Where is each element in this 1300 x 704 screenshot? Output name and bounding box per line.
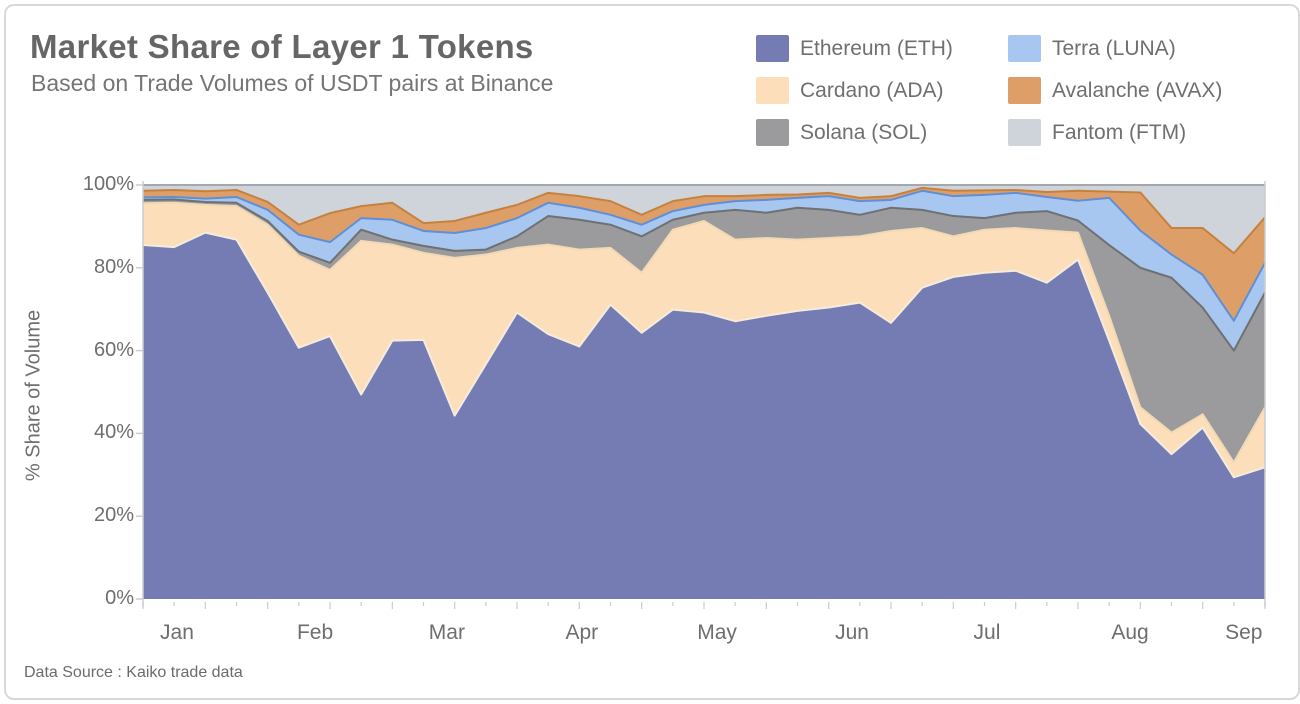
legend-label: Fantom (FTM) <box>1052 120 1187 144</box>
legend-swatch <box>756 35 789 62</box>
legend-item-terra: Terra (LUNA) <box>1008 34 1222 63</box>
y-tick-label: 100% <box>82 173 134 195</box>
page-title: Market Share of Layer 1 Tokens <box>30 28 534 65</box>
x-tick-label-jul: Jul <box>973 621 1001 644</box>
legend-item-avalanche: Avalanche (AVAX) <box>1008 76 1222 105</box>
legend-swatch <box>756 77 789 104</box>
legend-swatch <box>1008 35 1041 62</box>
area-terra <box>143 190 1265 351</box>
edge-terra <box>142 189 1266 322</box>
chart-card: Market Share of Layer 1 Tokens Based on … <box>4 4 1300 700</box>
area-ethereum <box>143 232 1265 600</box>
legend-item-cardano: Cardano (ADA) <box>756 76 953 105</box>
x-tick-label-may: May <box>697 621 737 644</box>
edge-avalanche <box>142 186 1266 255</box>
source-note: Data Source : Kaiko trade data <box>24 664 243 681</box>
edge-solana <box>142 198 1266 352</box>
y-tick-label: 0% <box>105 587 134 609</box>
legend-swatch <box>1008 77 1041 104</box>
edge-ethereum <box>142 231 1266 479</box>
y-tick-label: 20% <box>93 504 134 527</box>
legend-swatch <box>1008 119 1041 146</box>
x-tick-label-mar: Mar <box>428 621 465 644</box>
y-axis-title: % Share of Volume <box>22 309 45 482</box>
legend-item-solana: Solana (SOL) <box>756 118 953 147</box>
area-fantom <box>143 185 1265 254</box>
legend-label: Cardano (ADA) <box>800 78 944 102</box>
legend-label: Solana (SOL) <box>800 120 928 144</box>
edge-cardano <box>142 201 1266 464</box>
y-tick-label: 40% <box>93 421 134 444</box>
x-tick-label-jan: Jan <box>160 621 194 644</box>
x-tick-label-feb: Feb <box>296 621 334 644</box>
stacked-area-chart <box>136 181 1266 609</box>
legend-label: Terra (LUNA) <box>1052 36 1176 60</box>
legend-item-fantom: Fantom (FTM) <box>1008 118 1222 147</box>
y-tick-label: 80% <box>93 255 134 278</box>
legend-column-right: Terra (LUNA) Avalanche (AVAX) Fantom (FTM) <box>1008 34 1222 160</box>
legend-column-left: Ethereum (ETH) Cardano (ADA) Solana (SOL) <box>756 34 953 160</box>
legend-item-ethereum: Ethereum (ETH) <box>756 34 953 63</box>
x-tick-label-apr: Apr <box>565 621 599 644</box>
x-tick-label-sep: Sep <box>1225 621 1263 644</box>
x-tick-label-aug: Aug <box>1111 621 1149 644</box>
page-subtitle: Based on Trade Volumes of USDT pairs at … <box>31 70 554 96</box>
legend-label: Ethereum (ETH) <box>800 36 953 60</box>
legend-swatch <box>756 119 789 146</box>
area-avalanche <box>143 187 1265 321</box>
legend-label: Avalanche (AVAX) <box>1052 78 1223 102</box>
area-cardano <box>143 202 1265 478</box>
y-tick-label: 60% <box>93 338 134 361</box>
x-tick-label-jun: Jun <box>835 621 869 644</box>
